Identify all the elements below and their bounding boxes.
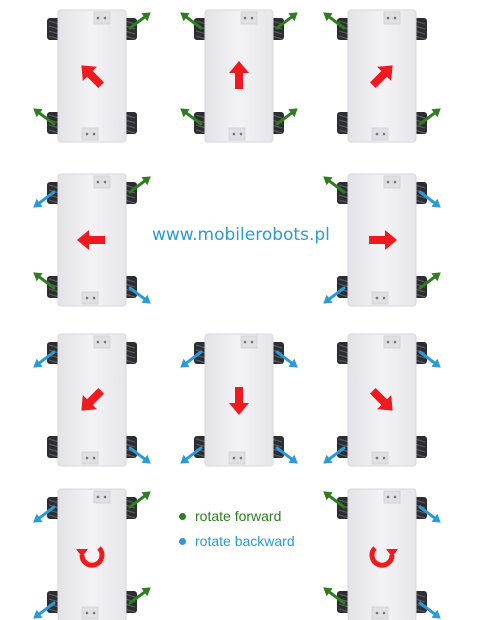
legend-backward-label: rotate backward — [195, 533, 295, 549]
wheel-arrow-rr-forward — [128, 587, 151, 605]
wheel-arrow-fl-forward — [323, 176, 346, 194]
chassis-plate — [347, 488, 417, 620]
wheel-arrow-rl-forward — [33, 272, 56, 290]
robot-forward — [180, 9, 298, 143]
motion-arrow — [369, 387, 393, 411]
legend-forward-dot — [179, 512, 186, 520]
chassis-plate — [57, 488, 127, 620]
front-bracket — [240, 335, 258, 349]
front-bracket — [240, 11, 258, 25]
legend-backward-dot — [179, 537, 186, 545]
rear-bracket — [371, 606, 389, 620]
wheel-arrow-rl-forward — [323, 587, 346, 605]
wheel-arrow-fl-backward — [33, 505, 56, 523]
rotate-counterclockwise-icon — [76, 546, 105, 568]
wheel-arrow-fr-backward — [418, 190, 441, 208]
wheel-arrow-rl-backward — [323, 286, 346, 304]
front-bracket — [93, 175, 111, 189]
wheel-arrow-rr-backward — [275, 446, 298, 464]
rear-bracket — [371, 291, 389, 305]
wheel-arrow-rr-backward — [418, 601, 441, 619]
rear-bracket — [371, 127, 389, 141]
front-bracket — [383, 175, 401, 189]
wheel-arrow-fr-forward — [128, 176, 151, 194]
wheel-arrow-fr-forward — [275, 12, 298, 30]
wheel-arrow-rr-backward — [128, 446, 151, 464]
wheel-arrow-fl-backward — [33, 350, 56, 368]
rear-bracket — [81, 291, 99, 305]
front-bracket — [93, 11, 111, 25]
motion-arrow — [229, 387, 249, 415]
robot-diagonal-forward-left — [33, 9, 151, 143]
wheel-arrow-rl-forward — [33, 108, 56, 126]
motion-arrow — [369, 65, 393, 89]
wheel-arrow-fr-backward — [418, 505, 441, 523]
robot-rotate-clockwise — [323, 488, 441, 620]
wheel-arrow-rr-backward — [128, 286, 151, 304]
wheel-arrow-fr-backward — [275, 350, 298, 368]
legend-forward: rotate forward — [179, 508, 281, 524]
wheel-arrow-fr-forward — [128, 12, 151, 30]
wheel-arrow-fl-forward — [323, 12, 346, 30]
front-bracket — [93, 490, 111, 504]
motion-arrow — [369, 230, 397, 250]
wheel-arrow-fr-backward — [418, 350, 441, 368]
front-bracket — [383, 490, 401, 504]
robots-layer — [33, 9, 441, 620]
robot-rotate-counterclockwise — [33, 488, 151, 620]
rear-bracket — [81, 606, 99, 620]
wheel-arrow-rr-forward — [275, 108, 298, 126]
wheel-arrow-fl-forward — [323, 491, 346, 509]
rear-bracket — [81, 451, 99, 465]
legend-backward: rotate backward — [179, 533, 295, 549]
wheel-arrow-rl-backward — [323, 446, 346, 464]
robot-left — [33, 173, 151, 307]
robot-backward — [180, 333, 298, 467]
wheel-arrow-rr-forward — [418, 108, 441, 126]
rear-bracket — [228, 127, 246, 141]
wheel-arrow-fl-forward — [180, 12, 203, 30]
rear-bracket — [228, 451, 246, 465]
robot-diagonal-backward-left — [33, 333, 151, 467]
rotate-clockwise-icon — [369, 546, 398, 568]
wheel-arrow-fl-backward — [180, 350, 203, 368]
robot-diagonal-forward-right — [323, 9, 441, 143]
front-bracket — [93, 335, 111, 349]
motion-arrow — [229, 61, 249, 89]
motion-arrow — [81, 65, 105, 89]
wheel-arrow-rr-forward — [418, 272, 441, 290]
wheel-arrow-rl-backward — [180, 446, 203, 464]
front-bracket — [383, 11, 401, 25]
wheel-arrow-fr-forward — [128, 491, 151, 509]
rear-bracket — [81, 127, 99, 141]
legend-forward-label: rotate forward — [195, 508, 282, 524]
motion-arrow — [81, 387, 105, 411]
wheel-arrow-rl-forward — [180, 108, 203, 126]
website-url[interactable]: www.mobilerobots.pl — [152, 225, 330, 245]
rear-bracket — [371, 451, 389, 465]
motion-arrow — [77, 230, 105, 250]
wheel-arrow-rl-backward — [33, 601, 56, 619]
front-bracket — [383, 335, 401, 349]
robot-right — [323, 173, 441, 307]
wheel-arrow-fl-backward — [33, 190, 56, 208]
robot-diagonal-backward-right — [323, 333, 441, 467]
